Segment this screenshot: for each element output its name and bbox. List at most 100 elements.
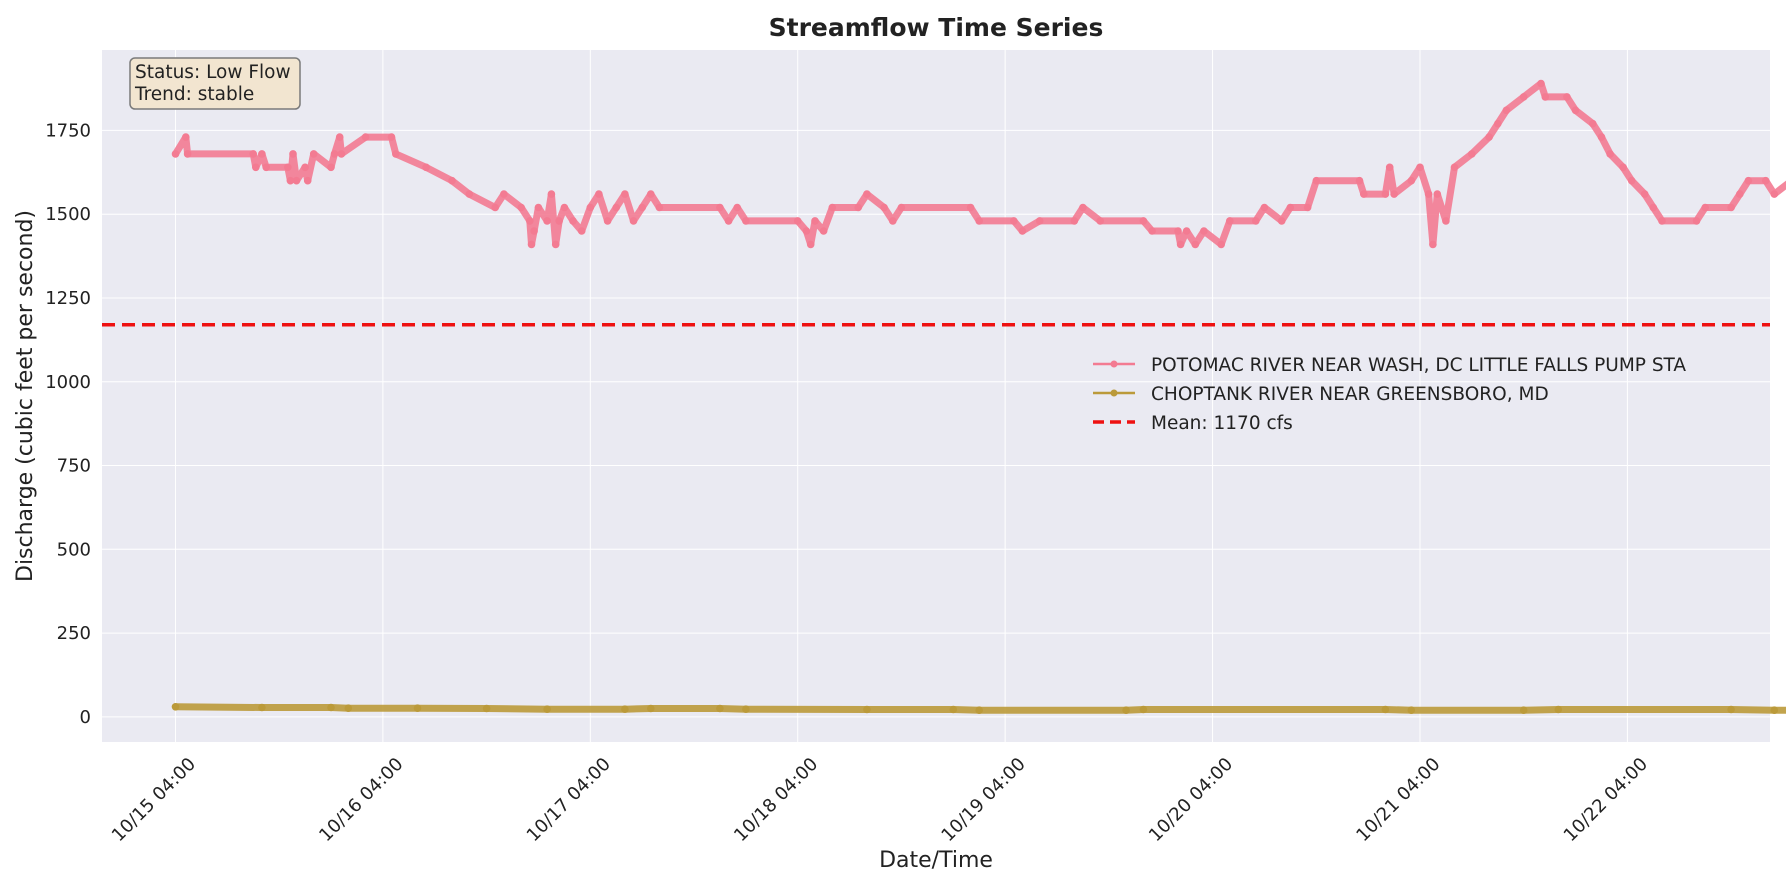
- series-point: [1200, 227, 1208, 235]
- series-point: [309, 150, 318, 158]
- series-point: [258, 150, 266, 158]
- series-point: [1191, 240, 1200, 249]
- series-point: [889, 217, 897, 225]
- series-point: [327, 163, 335, 172]
- series-point: [966, 203, 975, 212]
- series-point: [292, 176, 301, 185]
- series-point: [1174, 227, 1182, 235]
- series-point: [802, 227, 811, 235]
- series-point: [335, 133, 344, 141]
- series-point: [1407, 706, 1416, 714]
- series-point: [863, 705, 871, 714]
- series-point: [337, 150, 346, 158]
- series-point: [387, 133, 396, 141]
- series-point: [1770, 706, 1779, 714]
- series-point: [975, 706, 983, 714]
- series-point: [1658, 217, 1666, 225]
- y-axis-ticks: 0 250 500 750 1000 1250 1500 1750: [45, 120, 91, 727]
- series-point: [258, 703, 266, 712]
- series-point: [252, 163, 260, 172]
- series-point: [182, 133, 190, 141]
- series-1: [171, 703, 1786, 714]
- series-point: [249, 150, 257, 158]
- series-point: [806, 240, 815, 249]
- series-point: [1277, 217, 1286, 225]
- series-point: [183, 150, 192, 158]
- series-point: [621, 705, 629, 713]
- series-point: [577, 227, 586, 235]
- series-point: [819, 227, 828, 235]
- series-point: [1519, 706, 1528, 714]
- series-point: [1468, 150, 1476, 158]
- series-point: [1139, 705, 1148, 714]
- series-point: [491, 203, 500, 212]
- series-point: [1381, 190, 1390, 198]
- series-point: [1079, 203, 1087, 212]
- series-point: [1355, 176, 1364, 185]
- legend-label-choptank: CHOPTANK RIVER NEAR GREENSBORO, MD: [1151, 384, 1549, 405]
- legend-item-choptank: CHOPTANK RIVER NEAR GREENSBORO, MD: [1093, 384, 1549, 405]
- series-point: [392, 150, 400, 158]
- x-tick-label: 10/20 04:00: [1145, 754, 1237, 846]
- x-axis-ticks: 10/15 04:00 10/16 04:00 10/17 04:00 10/18 0…: [108, 754, 1652, 846]
- series-0: [171, 79, 1786, 249]
- x-tick-label: 10/17 04:00: [523, 754, 615, 846]
- series-point: [638, 203, 646, 212]
- series-point: [595, 190, 603, 198]
- series-point: [330, 150, 339, 158]
- series-point: [344, 704, 353, 712]
- series-point: [1070, 217, 1079, 225]
- series-point: [413, 704, 422, 712]
- series-point: [1597, 133, 1606, 141]
- series-point: [527, 240, 536, 249]
- series-point: [555, 217, 563, 225]
- series-point: [897, 203, 906, 212]
- series-point: [286, 176, 295, 185]
- series-point: [284, 163, 292, 172]
- series-point: [1018, 227, 1027, 235]
- legend-label-potomac: POTOMAC RIVER NEAR WASH, DC LITTLE FALLS…: [1151, 355, 1686, 376]
- series-point: [733, 203, 741, 212]
- series-point: [949, 705, 958, 714]
- series-point: [551, 240, 560, 249]
- trend-line: Trend: stable: [134, 84, 254, 105]
- y-tick-label: 250: [57, 623, 91, 644]
- x-tick-label: 10/15 04:00: [108, 754, 200, 846]
- series-point: [1563, 93, 1571, 101]
- series-point: [1502, 106, 1511, 115]
- series-point: [526, 217, 534, 225]
- series-point: [1627, 176, 1636, 185]
- series-point: [1537, 79, 1545, 88]
- series-point: [1390, 190, 1398, 198]
- series-point: [1727, 705, 1735, 714]
- x-tick-label: 10/22 04:00: [1560, 754, 1652, 846]
- y-tick-label: 500: [57, 539, 91, 560]
- series-point: [1450, 163, 1459, 172]
- series-point: [612, 203, 620, 212]
- series-point: [1640, 190, 1649, 198]
- series-point: [448, 176, 456, 185]
- series-point: [1429, 240, 1437, 249]
- series-point: [1589, 119, 1597, 128]
- series-point: [716, 203, 724, 212]
- series-point: [1122, 706, 1130, 714]
- series-point: [724, 217, 733, 225]
- series-point: [1416, 163, 1424, 172]
- series-point: [1260, 203, 1269, 212]
- x-tick-label: 10/18 04:00: [730, 754, 822, 846]
- y-tick-label: 0: [80, 707, 91, 728]
- series-point: [1010, 217, 1018, 225]
- status-box-background: [129, 57, 301, 110]
- series-point: [171, 703, 180, 711]
- series-point: [1692, 217, 1701, 225]
- x-tick-label: 10/21 04:00: [1352, 754, 1444, 846]
- series-point: [482, 704, 491, 713]
- series-point: [1727, 203, 1735, 212]
- series-layer: [171, 79, 1786, 714]
- series-point: [530, 227, 538, 235]
- legend-marker-choptank: [1110, 389, 1118, 397]
- series-point: [854, 203, 862, 212]
- series-point: [1303, 203, 1312, 212]
- series-point: [1736, 190, 1744, 198]
- series-point: [586, 203, 595, 212]
